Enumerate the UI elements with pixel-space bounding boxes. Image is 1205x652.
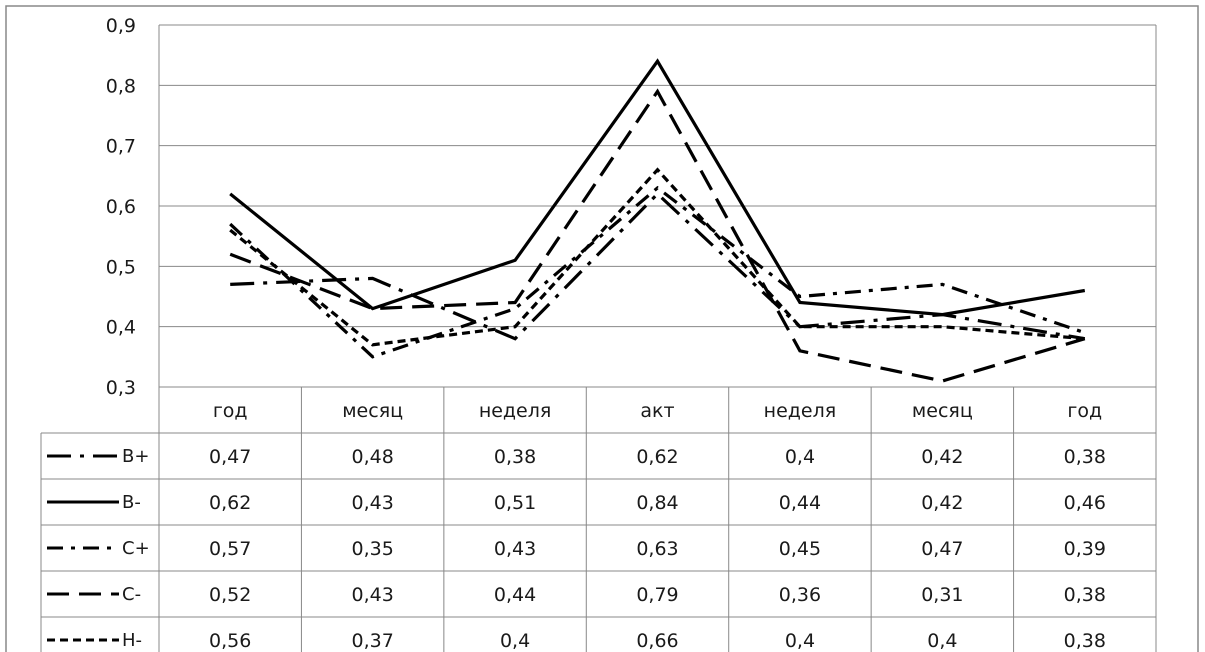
table-value-cell: 0,36 [779,584,821,606]
table-value-cell: 0,31 [921,584,963,606]
table-value-cell: 0,48 [351,446,393,468]
legend-label: H- [122,630,142,651]
table-value-cell: 0,39 [1064,538,1106,560]
y-tick-label: 0,8 [106,75,136,97]
table-value-cell: 0,47 [209,446,251,468]
x-category-label: акт [640,400,674,422]
table-value-cell: 0,79 [636,584,678,606]
table-value-cell: 0,45 [779,538,821,560]
y-tick-label: 0,3 [106,377,136,399]
series-line-B- [229,58,1086,317]
table-value-cell: 0,52 [209,584,251,606]
y-axis: 0,3 0,4 0,5 0,6 0,7 0,8 0,9 [106,15,136,399]
x-category-label: год [213,400,248,422]
series-line-H- [229,167,1085,347]
table-value-cell: 0,43 [351,492,393,514]
table-value-cell: 0,38 [1064,630,1106,652]
x-category-label: год [1067,400,1102,422]
table-value-cell: 0,38 [494,446,536,468]
table-value-cell: 0,46 [1064,492,1106,514]
table-value-cell: 0,43 [351,584,393,606]
x-category-label: неделя [479,400,552,422]
x-category-label: неделя [764,400,837,422]
x-category-label: месяц [342,400,403,422]
table-value-cell: 0,62 [636,446,678,468]
series-line-C+ [229,185,1086,359]
data-table: год месяц неделя акт неделя месяц год B+ 0,47 0,4… [40,386,1157,652]
gridlines [158,24,1157,388]
table-value-cell: 0,42 [921,492,963,514]
table-value-cell: 0,56 [209,630,251,652]
table-value-cell: 0,57 [209,538,251,560]
table-value-cell: 0,51 [494,492,536,514]
series-line-C- [229,88,1086,383]
table-value-cell: 0,44 [779,492,821,514]
table-value-cell: 0,35 [351,538,393,560]
x-category-label: месяц [912,400,973,422]
table-value-cell: 0,37 [351,630,393,652]
table-value-cell: 0,4 [927,630,957,652]
y-tick-label: 0,7 [106,136,136,158]
y-tick-label: 0,6 [106,196,136,218]
y-tick-label: 0,4 [106,317,136,339]
table-value-cell: 0,42 [921,446,963,468]
legend-label: C+ [122,538,150,559]
table-value-cell: 0,84 [636,492,678,514]
table-value-cell: 0,66 [636,630,678,652]
legend-label: B- [122,492,141,513]
y-tick-label: 0,5 [106,256,136,278]
table-value-cell: 0,47 [921,538,963,560]
y-tick-label: 0,9 [106,15,136,37]
plot-lines [229,58,1086,383]
chart-frame [5,5,1199,652]
table-value-cell: 0,38 [1064,584,1106,606]
table-value-cell: 0,4 [785,630,815,652]
legend-label: C- [122,584,141,605]
table-value-cell: 0,4 [500,630,530,652]
table-value-cell: 0,62 [209,492,251,514]
table-value-cell: 0,43 [494,538,536,560]
table-value-cell: 0,4 [785,446,815,468]
table-value-cell: 0,44 [494,584,536,606]
legend-label: B+ [122,446,149,467]
table-value-cell: 0,38 [1064,446,1106,468]
table-value-cell: 0,63 [636,538,678,560]
